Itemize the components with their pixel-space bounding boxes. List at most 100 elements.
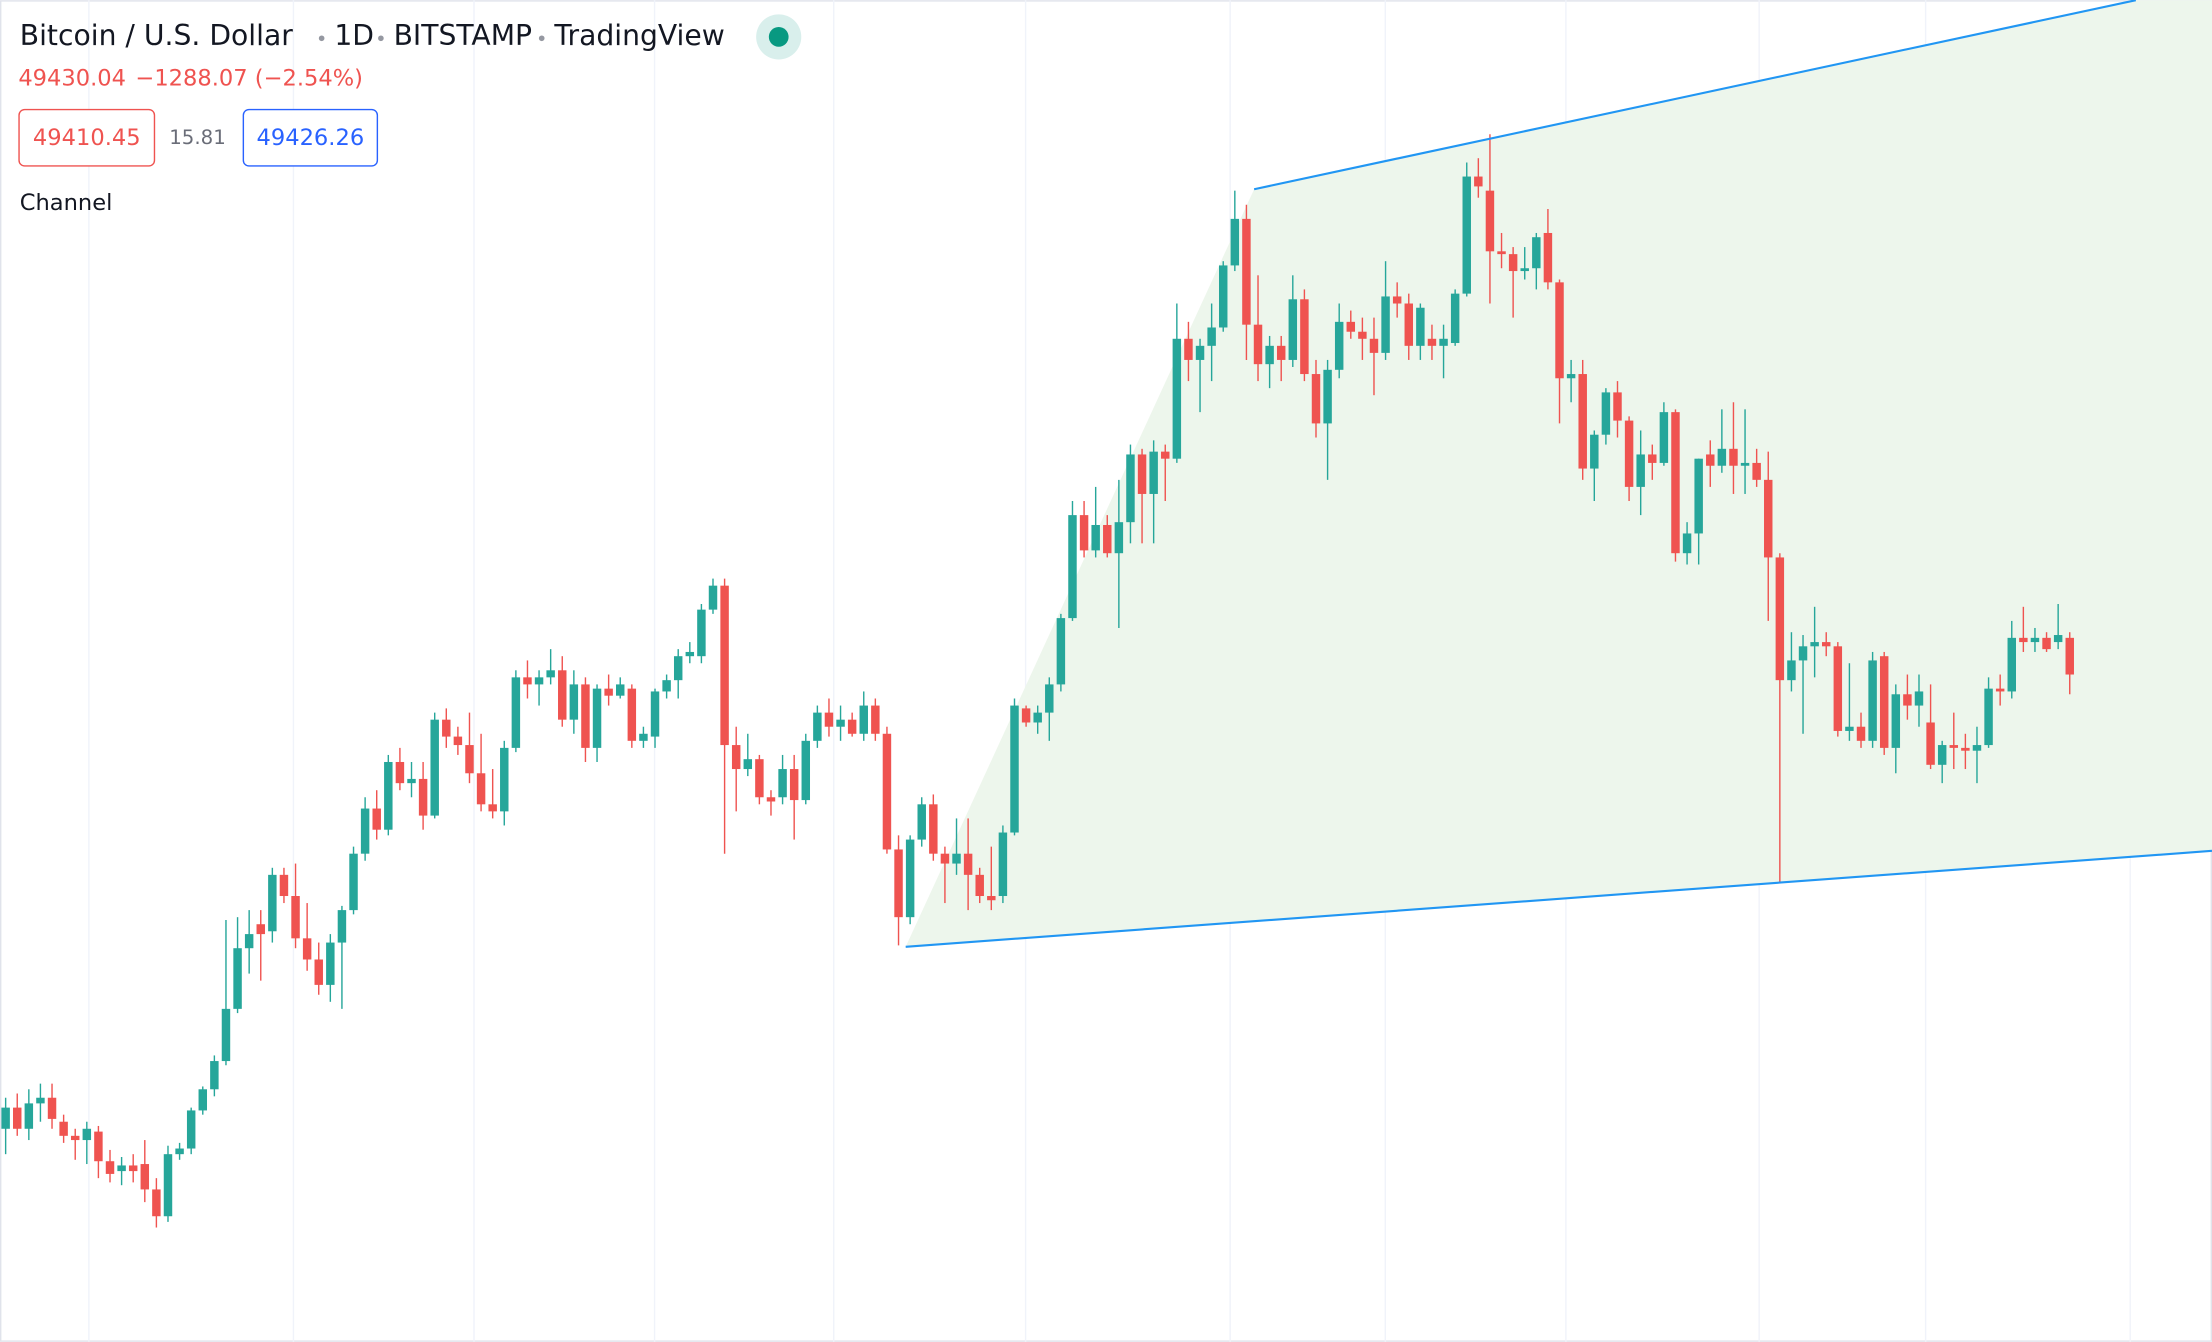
candle-body (1276, 345, 1286, 360)
platform: TradingView (553, 19, 724, 52)
candle-body (1126, 454, 1135, 523)
candle-body (1659, 412, 1669, 463)
candle-body (581, 684, 590, 748)
candle-body (1172, 338, 1182, 459)
candle-body (917, 804, 926, 840)
candle-body (511, 677, 521, 748)
candle-body (1149, 451, 1158, 494)
bid-price: 49410.45 (33, 125, 141, 151)
candle-body (1984, 688, 1993, 746)
candle-body (360, 808, 370, 854)
candle-body (1068, 515, 1077, 619)
candle-body (59, 1121, 68, 1136)
candle-body (326, 942, 335, 985)
channel-upper-line[interactable] (1253, 0, 2137, 191)
candle-body (1010, 705, 1019, 833)
candle-body (627, 688, 637, 741)
candle-body (500, 747, 509, 812)
candle-body (1671, 412, 1680, 554)
symbol-title: Bitcoin / U.S. Dollar (20, 19, 294, 52)
candle-body (1427, 338, 1437, 346)
candle-body (1624, 420, 1634, 487)
buy-button[interactable] (242, 108, 379, 167)
candle-body (407, 778, 416, 784)
candle-body (894, 849, 903, 918)
candle-body (1137, 454, 1147, 494)
candle-body (731, 745, 741, 770)
candle-body (128, 1165, 138, 1172)
separator (538, 35, 545, 42)
candle-body (1056, 618, 1066, 685)
candle-body (1555, 282, 1564, 379)
candle-body (36, 1097, 45, 1104)
candle-body (905, 839, 915, 918)
candle-body (117, 1165, 126, 1172)
candle-body (1462, 176, 1471, 294)
candle-body (720, 585, 729, 746)
candle-body (1833, 646, 1843, 731)
candle-body (1091, 524, 1100, 551)
candle-body (859, 705, 868, 734)
candle-body (1752, 462, 1761, 480)
candle-body (1613, 392, 1622, 421)
candle-body (2030, 637, 2040, 643)
candle-body (836, 719, 845, 727)
candle-body (546, 670, 555, 678)
candle-body (1474, 176, 1483, 187)
candles (1, 134, 2074, 1228)
candle-body (975, 874, 984, 897)
candle-body (1717, 448, 1727, 466)
candle-body (1369, 338, 1379, 353)
candle-body (105, 1161, 115, 1174)
candle-body (592, 688, 602, 748)
candle-body (1207, 327, 1216, 346)
candle-body (1995, 688, 2005, 692)
candle-body (1590, 434, 1599, 469)
candle-body (871, 705, 880, 734)
candle-body (755, 759, 764, 798)
candle-body (685, 651, 695, 657)
candle-body (221, 1008, 231, 1062)
candle-body (1566, 374, 1576, 379)
candle-body (1798, 646, 1808, 661)
candle-body (1079, 515, 1089, 551)
candle-body (1288, 299, 1298, 360)
candle-body (1450, 293, 1460, 344)
candle-body (453, 736, 463, 746)
candle-body (140, 1164, 150, 1190)
candle-body (1381, 296, 1390, 353)
channel-lower-line[interactable] (905, 849, 2212, 948)
candle-body (1033, 712, 1042, 723)
candle-body (1485, 190, 1495, 252)
candle-body (2053, 635, 2063, 643)
candle-body (1346, 321, 1356, 332)
candle-body (384, 761, 393, 830)
candle-body (268, 874, 277, 932)
candle-body (1810, 642, 1819, 647)
candle-body (1903, 694, 1912, 706)
candle-body (1891, 694, 1901, 748)
candle-body (302, 938, 312, 960)
candle-body (24, 1103, 34, 1129)
candle-body (2019, 637, 2028, 643)
candle-body (152, 1189, 161, 1217)
candle-body (1334, 321, 1344, 370)
interval[interactable]: 1D (334, 19, 374, 52)
candle-body (1497, 251, 1506, 255)
candle-body (1265, 345, 1274, 365)
candle-body (708, 585, 718, 610)
sell-button[interactable] (18, 108, 156, 167)
candle-body (430, 719, 439, 816)
candle-body (442, 719, 451, 737)
candle-body (1358, 331, 1367, 339)
candle-body (1439, 338, 1448, 346)
price-change: −1288.07 (−2.54%) (135, 66, 363, 92)
candle-body (1856, 726, 1866, 741)
candle-body (616, 684, 625, 696)
candle-body (198, 1089, 208, 1111)
candle-body (1543, 232, 1553, 283)
candle-body (534, 677, 544, 685)
candle-body (1787, 660, 1796, 681)
candle-body (604, 688, 613, 696)
